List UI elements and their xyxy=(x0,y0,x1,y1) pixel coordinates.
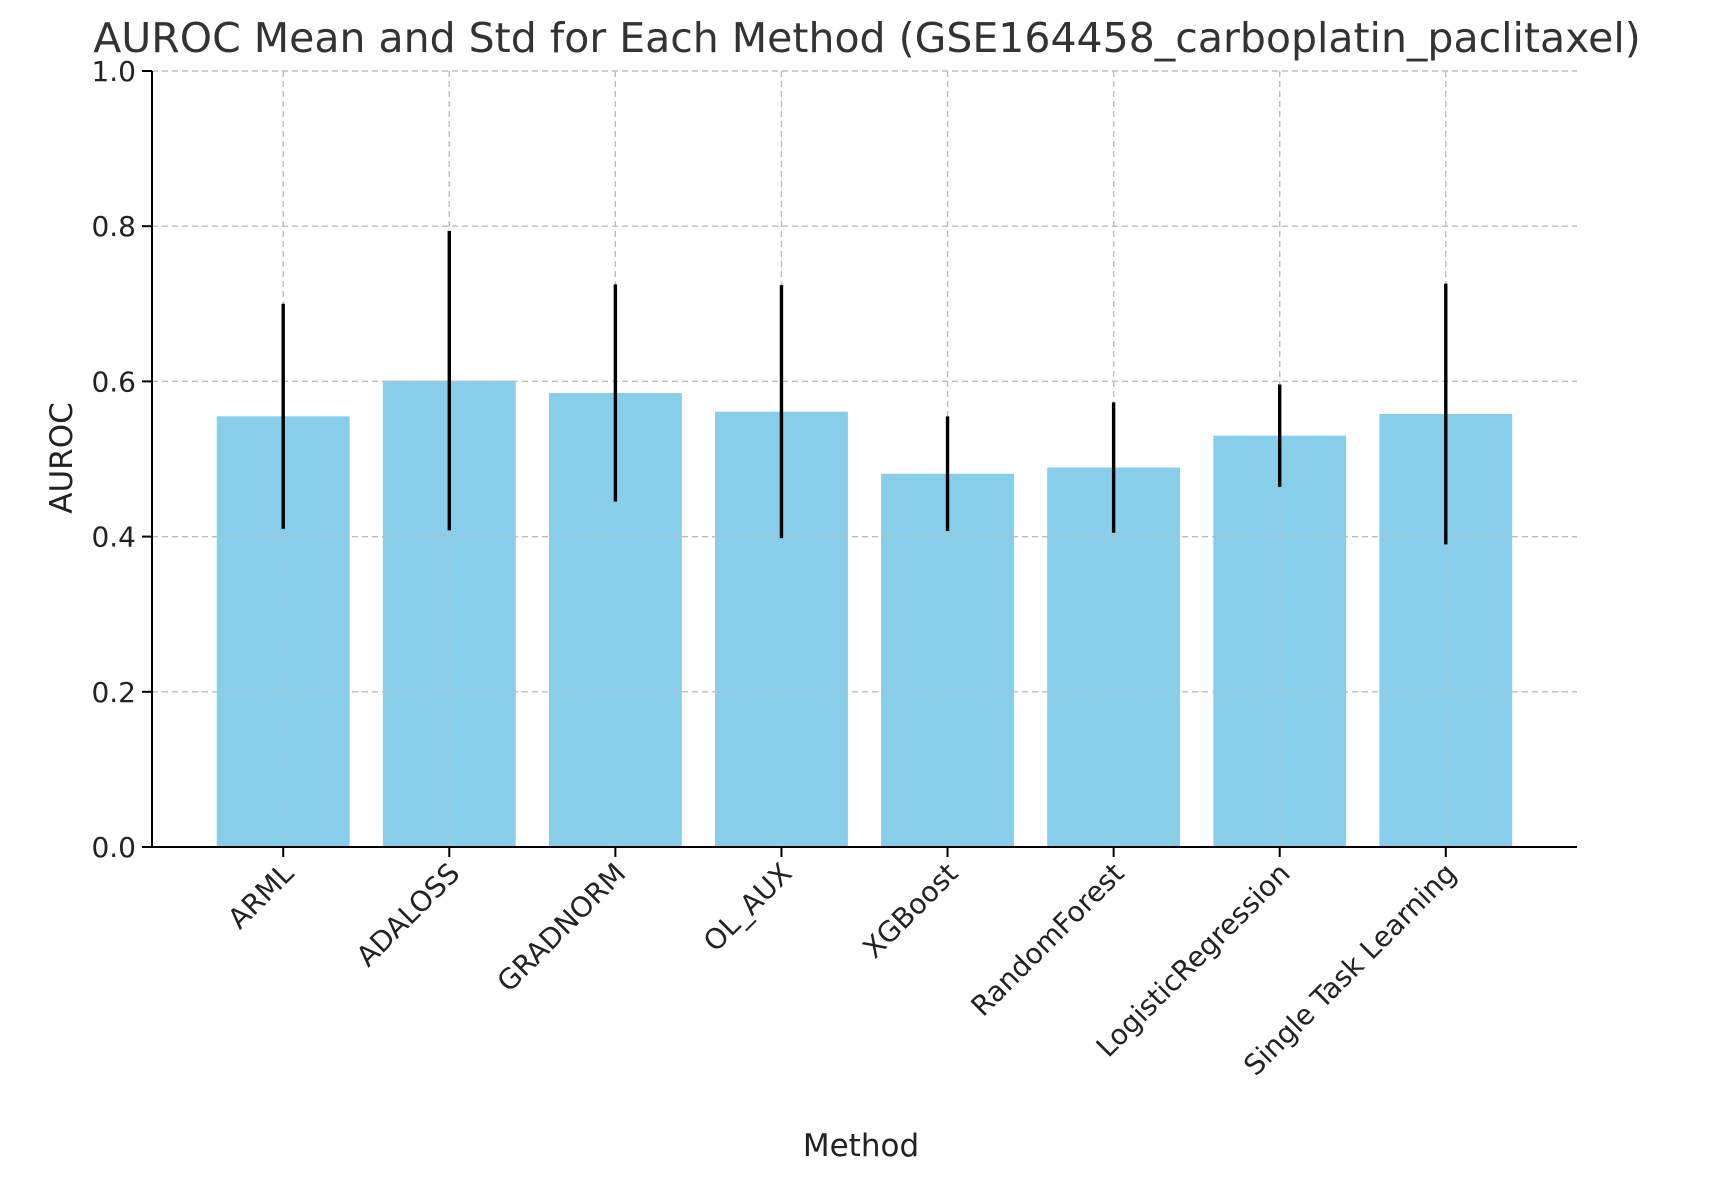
x-tick-label: OL_AUX xyxy=(697,857,798,958)
y-axis-label: AUROC xyxy=(44,402,80,513)
y-tick-label: 1.0 xyxy=(91,55,136,88)
y-tick-label: 0.0 xyxy=(91,831,136,864)
x-axis-label: Method xyxy=(803,1128,919,1164)
error-bar-layer xyxy=(152,70,1577,848)
bar-layer xyxy=(216,380,1513,847)
x-tick-label: ADALOSS xyxy=(350,857,466,973)
grid-layer xyxy=(152,70,1577,848)
x-tick-label: ARML xyxy=(221,856,300,935)
y-tick-label: 0.8 xyxy=(91,210,136,243)
x-tick-label: GRADNORM xyxy=(491,857,633,999)
y-tick-label: 0.6 xyxy=(91,365,136,398)
x-tick-label: XGBoost xyxy=(856,857,964,965)
axis-layer xyxy=(151,71,1577,848)
chart-title: AUROC Mean and Std for Each Method (GSE1… xyxy=(93,14,1640,62)
y-tick-label: 0.4 xyxy=(91,521,136,554)
y-tick-label: 0.2 xyxy=(91,676,136,709)
x-tick-label: RandomForest xyxy=(965,857,1131,1023)
